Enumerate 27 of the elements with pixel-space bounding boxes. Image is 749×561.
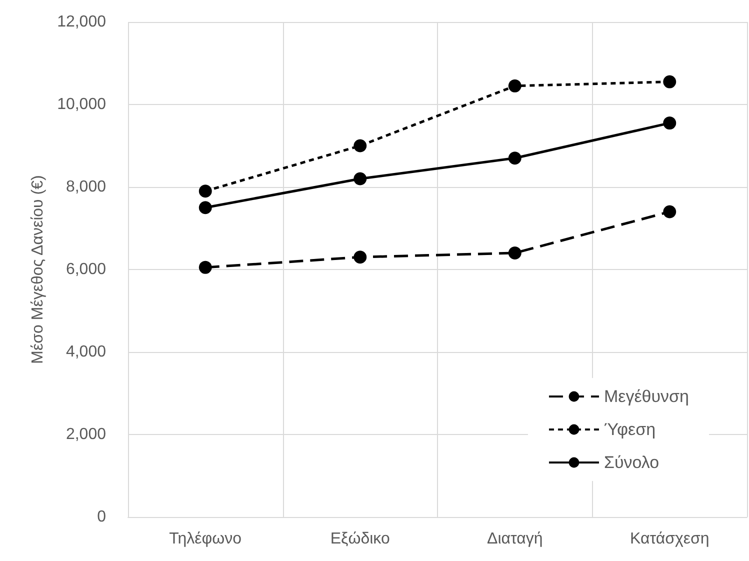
legend-label: Μεγέθυνση <box>604 387 690 406</box>
y-tick-label: 2,000 <box>66 426 106 443</box>
point <box>663 205 676 218</box>
point <box>508 246 522 260</box>
x-tick-label: Κατάσχεση <box>630 530 710 548</box>
x-tick-label: Διαταγή <box>487 530 543 548</box>
y-tick-label: 6,000 <box>66 261 106 278</box>
y-axis-title: Μέσο Μέγεθος Δανείου (€) <box>30 175 47 364</box>
point <box>354 139 367 152</box>
legend-label: Ύφεση <box>604 420 656 439</box>
point <box>354 250 367 264</box>
point <box>198 260 212 274</box>
point <box>198 201 212 214</box>
y-tick-label: 10,000 <box>57 96 106 113</box>
legend-label: Σύνολο <box>604 453 660 472</box>
y-tick-label: 8,000 <box>66 178 106 196</box>
y-tick-label: 12,000 <box>57 14 106 30</box>
x-tick-label: Εξώδικο <box>330 530 390 548</box>
point <box>354 172 367 186</box>
point <box>663 75 676 88</box>
point <box>198 184 212 198</box>
y-tick-label: 0 <box>97 508 106 526</box>
x-tick-label: Τηλέφωνο <box>169 530 242 548</box>
point <box>663 116 676 130</box>
point <box>508 79 522 92</box>
y-tick-label: 4,000 <box>66 344 106 360</box>
point <box>508 152 522 165</box>
